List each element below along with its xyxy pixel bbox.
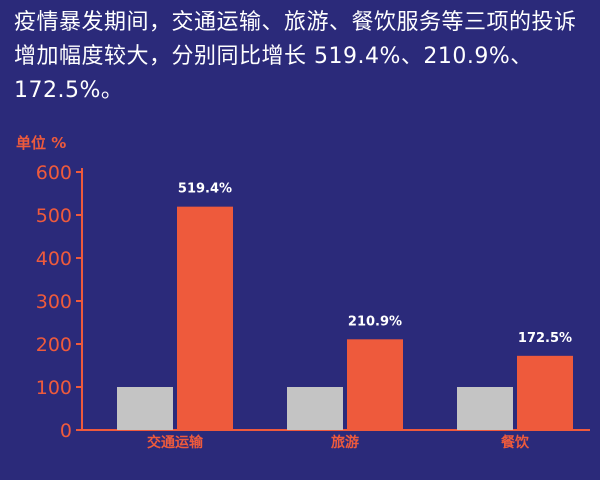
y-tick-label: 0 xyxy=(60,420,72,442)
baseline-bar xyxy=(457,387,513,430)
headline-text: 疫情暴发期间，交通运输、旅游、餐饮服务等三项的投诉增加幅度较大，分别同比增长 5… xyxy=(14,10,577,103)
labels-group: 519.4% 交通运输 210.9% 旅游 172.5% 餐饮 xyxy=(147,182,572,451)
y-tick-label: 100 xyxy=(36,377,72,399)
y-tick-label: 400 xyxy=(36,248,72,270)
y-tick-label: 600 xyxy=(36,162,72,184)
data-label: 172.5% xyxy=(518,331,572,346)
bars-group xyxy=(117,206,573,430)
growth-bar xyxy=(347,339,403,430)
category-label: 旅游 xyxy=(331,434,359,451)
baseline-bar xyxy=(117,387,173,430)
data-label: 210.9% xyxy=(348,314,402,329)
y-axis-unit-label: 单位 % xyxy=(16,134,67,152)
category-label: 餐饮 xyxy=(500,434,530,451)
baseline-bar xyxy=(287,387,343,430)
growth-bar xyxy=(177,206,233,430)
y-tick-label: 500 xyxy=(36,205,72,227)
category-label: 交通运输 xyxy=(147,434,204,451)
growth-bar xyxy=(517,355,573,430)
y-tick-label: 200 xyxy=(36,334,72,356)
y-tick-label: 300 xyxy=(36,291,72,313)
data-label: 519.4% xyxy=(178,182,232,197)
